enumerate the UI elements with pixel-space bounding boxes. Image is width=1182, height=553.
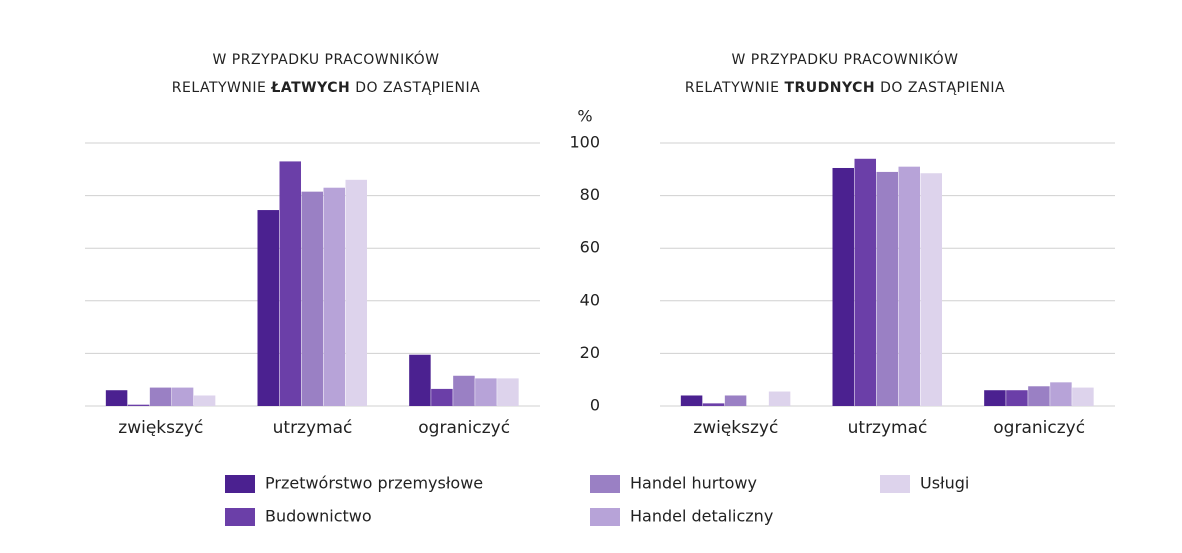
legend-label: Budownictwo bbox=[265, 507, 372, 526]
y-tick-label: 100 bbox=[569, 133, 600, 152]
title-part: RELATYWNIE bbox=[172, 80, 267, 96]
chart-title: RELATYWNIE ŁATWYCH DO ZASTĄPIENIA bbox=[172, 80, 480, 96]
bar bbox=[898, 166, 920, 406]
bar bbox=[193, 395, 216, 406]
bar bbox=[724, 395, 747, 406]
x-tick-label: ograniczyć bbox=[418, 418, 510, 438]
x-tick-label: utrzymać bbox=[273, 418, 353, 438]
chart-title: W PRZYPADKU PRACOWNIKÓW bbox=[213, 50, 440, 68]
bar bbox=[431, 388, 453, 406]
bar bbox=[876, 171, 898, 406]
bar bbox=[920, 173, 942, 406]
bar bbox=[475, 378, 497, 406]
bar bbox=[171, 387, 194, 406]
legend-label: Usługi bbox=[920, 474, 969, 493]
x-tick-label: ograniczyć bbox=[993, 418, 1085, 438]
bar bbox=[149, 387, 172, 406]
legend-swatch bbox=[225, 508, 255, 526]
chart-title: RELATYWNIE TRUDNYCH DO ZASTĄPIENIA bbox=[685, 80, 1005, 96]
bar bbox=[1028, 386, 1050, 406]
legend-swatch bbox=[590, 508, 620, 526]
bar bbox=[105, 390, 128, 406]
legend-swatch bbox=[225, 475, 255, 493]
bar bbox=[127, 404, 150, 406]
bar bbox=[257, 210, 279, 406]
x-tick-label: zwiększyć bbox=[693, 418, 778, 438]
y-tick-label: 0 bbox=[590, 396, 600, 415]
bar bbox=[301, 191, 323, 406]
bar bbox=[1050, 382, 1072, 406]
bar bbox=[680, 395, 703, 406]
bar bbox=[279, 161, 301, 406]
bar bbox=[1072, 387, 1094, 406]
y-tick-label: 60 bbox=[580, 238, 600, 257]
bar bbox=[323, 187, 345, 406]
y-tick-label: 40 bbox=[580, 290, 600, 309]
y-axis-label: % bbox=[577, 107, 592, 126]
bar bbox=[497, 378, 519, 406]
y-tick-label: 80 bbox=[580, 185, 600, 204]
y-tick-label: 20 bbox=[580, 343, 600, 362]
legend-label: Przetwórstwo przemysłowe bbox=[265, 474, 483, 493]
bar bbox=[854, 158, 876, 406]
bar bbox=[1006, 390, 1028, 406]
chart-title: W PRZYPADKU PRACOWNIKÓW bbox=[732, 50, 959, 68]
legend-swatch bbox=[880, 475, 910, 493]
bar bbox=[409, 354, 431, 406]
title-bold: ŁATWYCH bbox=[270, 80, 350, 96]
legend-swatch bbox=[590, 475, 620, 493]
bar bbox=[832, 167, 854, 406]
bar bbox=[984, 390, 1006, 406]
title-bold: TRUDNYCH bbox=[784, 80, 875, 96]
x-tick-label: utrzymać bbox=[848, 418, 928, 438]
legend-label: Handel detaliczny bbox=[630, 507, 773, 526]
title-part: DO ZASTĄPIENIA bbox=[355, 80, 480, 96]
legend-label: Handel hurtowy bbox=[630, 474, 757, 493]
bar bbox=[702, 403, 725, 406]
title-part: RELATYWNIE bbox=[685, 80, 780, 96]
bar bbox=[768, 391, 791, 406]
bar bbox=[345, 179, 367, 406]
x-tick-label: zwiększyć bbox=[118, 418, 203, 438]
title-part: DO ZASTĄPIENIA bbox=[880, 80, 1005, 96]
bar bbox=[453, 375, 475, 406]
